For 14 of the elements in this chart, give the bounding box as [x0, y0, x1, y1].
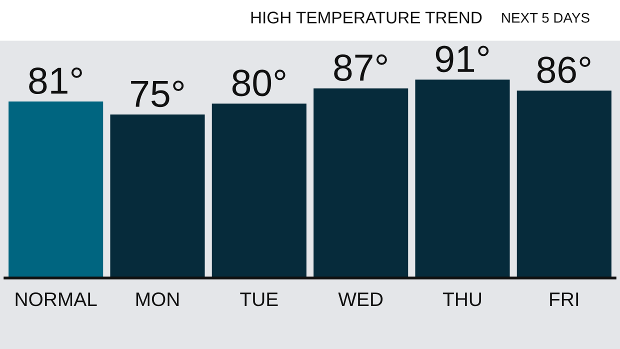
- data-label: 91°: [436, 46, 489, 72]
- data-label: 80°: [232, 70, 286, 96]
- data-label: 87°: [334, 54, 387, 81]
- chart-subtitle: NEXT 5 DAYS: [502, 12, 590, 23]
- x-tick-label: TUE: [240, 292, 278, 306]
- data-label: 86°: [537, 56, 590, 84]
- data-label: 75°: [131, 80, 184, 108]
- x-tick-label: THU: [442, 292, 481, 306]
- x-tick-label: MON: [136, 292, 179, 306]
- chart-title: HIGH TEMPERATURE TREND: [251, 12, 482, 24]
- x-tick-label: WED: [338, 292, 383, 306]
- x-tick-label: FRI: [550, 292, 578, 306]
- data-label: 81°: [29, 67, 82, 94]
- x-tick-label: NORMAL: [16, 292, 97, 306]
